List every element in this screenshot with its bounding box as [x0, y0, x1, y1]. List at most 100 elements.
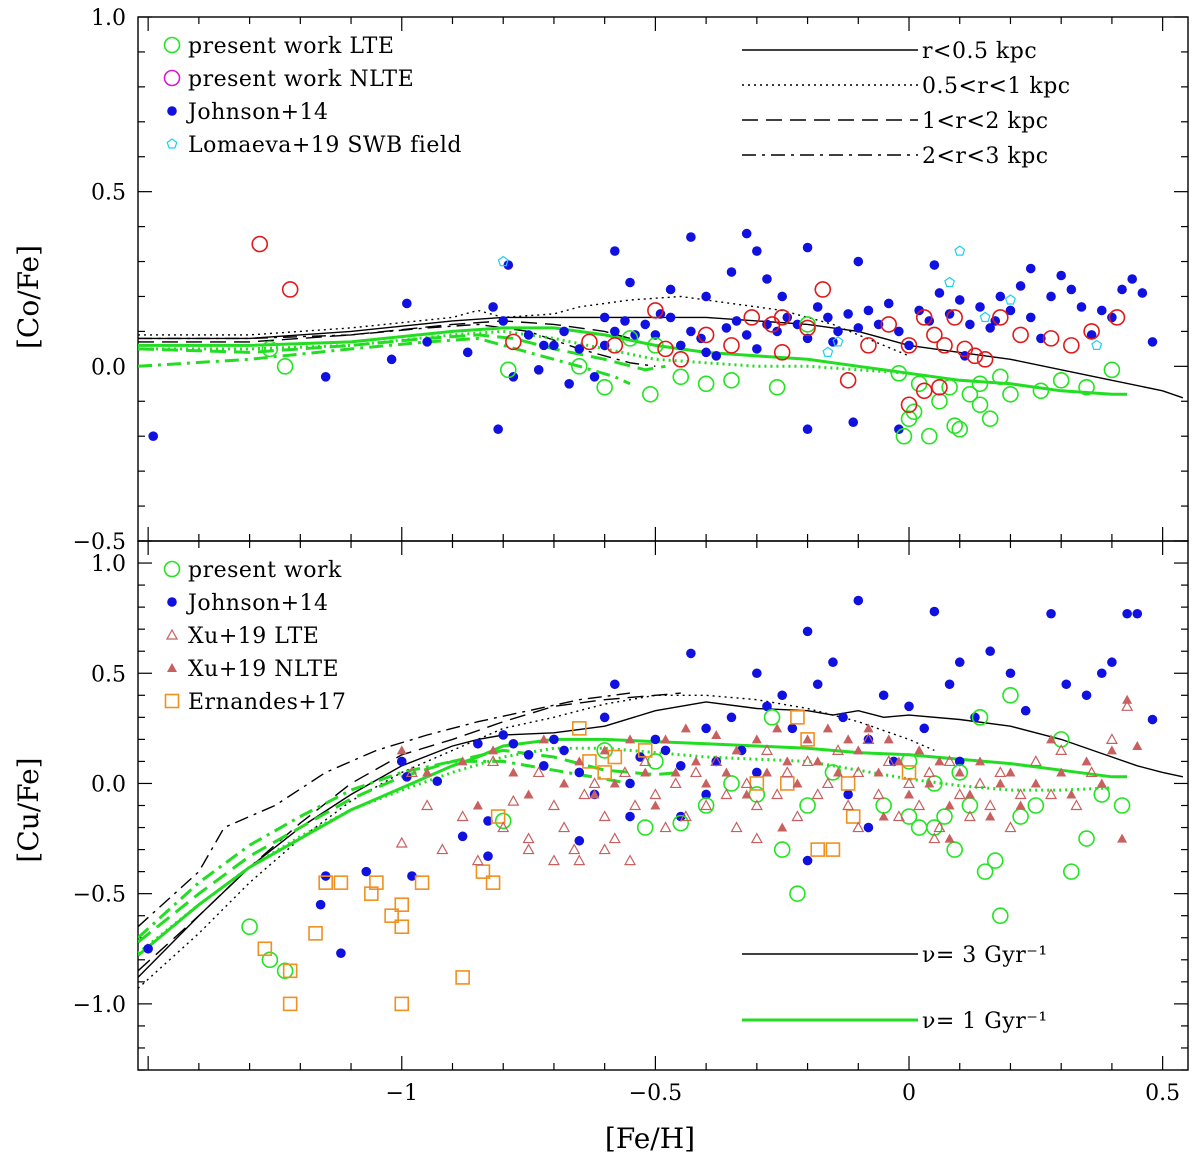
co-point-present-work-nlte [697, 326, 715, 344]
cu-model-line-black-solid [138, 701, 1184, 978]
cu-point-xu-19-lte [1105, 733, 1118, 744]
cu-point-xu-19-nlte [833, 767, 843, 777]
co-point-present-work-lte [723, 372, 740, 389]
cu-point-johnson-14 [701, 723, 711, 734]
cu-point-xu-19-nlte [472, 800, 483, 810]
cu-point-xu-19-lte [598, 810, 611, 822]
cu-point-ernandes-17 [364, 886, 379, 901]
cu-point-xu-19-lte [1121, 700, 1134, 711]
co-point-present-work-nlte [1012, 326, 1029, 344]
cu-point-ernandes-17 [790, 710, 805, 725]
cu-point-ernandes-17 [257, 941, 273, 957]
cu-point-xu-19-nlte [741, 789, 752, 799]
cu-model-line-green-solid [138, 737, 1128, 957]
cu-point-present-work [723, 775, 740, 792]
co-point-johnson-14 [620, 316, 630, 326]
cu-point-present-work [971, 709, 989, 726]
co-y-tick-label: 0.5 [91, 181, 126, 206]
co-point-johnson-14 [462, 347, 473, 358]
cu-point-johnson-14 [625, 811, 635, 822]
co-model-line-black-solid [138, 316, 1184, 399]
cu-point-xu-19-nlte [954, 767, 965, 777]
co-point-johnson-14 [965, 319, 975, 330]
cu-point-xu-19-nlte [822, 723, 833, 733]
co-point-johnson-14 [665, 284, 676, 295]
co-point-present-work-lte [1078, 378, 1095, 396]
cu-point-xu-19-lte [1014, 788, 1027, 800]
cu-point-xu-19-nlte [792, 778, 803, 788]
cu-point-xu-19-nlte [782, 756, 793, 766]
cu-point-present-work [992, 907, 1009, 925]
cu-legend-marker [167, 663, 177, 672]
co-legend-label: present work NLTE [188, 67, 414, 92]
co-point-johnson-14 [523, 330, 534, 340]
co-point-johnson-14 [574, 344, 585, 354]
cu-point-xu-19-lte [852, 766, 865, 778]
cu-point-ernandes-17 [414, 875, 430, 890]
cu-point-xu-19-nlte [711, 729, 722, 739]
cu-point-xu-19-lte [771, 788, 784, 800]
cu-point-xu-19-lte [547, 799, 560, 811]
cu-point-xu-19-lte [624, 854, 637, 866]
cu-point-johnson-14 [336, 948, 346, 958]
co-point-present-work-lte [1032, 382, 1050, 400]
cu-legend-label: present work [188, 558, 342, 583]
cu-point-xu-19-lte [913, 799, 926, 811]
co-point-johnson-14 [320, 372, 331, 382]
co-point-present-work-nlte [672, 351, 690, 368]
cu-point-present-work [276, 962, 294, 980]
co-point-johnson-14 [812, 302, 823, 312]
co-point-present-work-lte [992, 368, 1009, 386]
co-point-johnson-14 [1056, 270, 1066, 281]
cu-legend-label: Xu+19 NLTE [188, 657, 339, 682]
co-point-lomaeva-19-swb-field [832, 336, 844, 347]
co-point-present-work-nlte [936, 337, 953, 354]
cu-point-present-work [1078, 830, 1095, 847]
cu-y-tick-label: −0.5 [73, 883, 126, 908]
cu-point-present-work [789, 885, 806, 902]
cu-point-johnson-14 [508, 738, 519, 749]
co-point-johnson-14 [675, 340, 686, 351]
cu-fe-axis-title: [Cu/Fe] [12, 757, 45, 862]
cu-point-xu-19-lte [1004, 821, 1017, 833]
cu-point-xu-19-lte [395, 836, 408, 848]
cu-point-johnson-14 [752, 767, 762, 778]
cu-point-xu-19-lte [862, 733, 875, 744]
cu-y-tick-label: 1.0 [91, 552, 126, 577]
cu-point-ernandes-17 [282, 963, 298, 979]
cu-point-xu-19-lte [963, 810, 976, 822]
cu-point-xu-19-nlte [761, 767, 772, 777]
co-point-present-work-lte [1103, 361, 1121, 379]
cu-point-johnson-14 [625, 778, 635, 789]
cu-point-johnson-14 [1005, 668, 1016, 679]
co-point-johnson-14 [640, 319, 651, 330]
co-point-johnson-14 [402, 298, 412, 309]
cu-point-ernandes-17 [582, 754, 597, 769]
co-point-johnson-14 [701, 347, 711, 358]
cu-point-xu-19-lte [760, 744, 774, 755]
cu-point-johnson-14 [802, 626, 813, 637]
cu-point-xu-19-lte [781, 766, 794, 778]
co-point-present-work-nlte [799, 319, 816, 337]
cu-point-johnson-14 [1132, 608, 1143, 619]
co-point-present-work-nlte [900, 337, 918, 354]
co-point-johnson-14 [721, 323, 732, 333]
cu-point-xu-19-lte [994, 766, 1007, 778]
cu-point-xu-19-lte [928, 832, 941, 844]
cu-point-xu-19-nlte [995, 778, 1006, 788]
cu-point-present-work [1063, 863, 1080, 880]
co-point-johnson-14 [848, 417, 859, 428]
cu-legend-marker [167, 597, 177, 607]
cu-point-present-work [1012, 808, 1029, 825]
co-point-present-work-nlte [657, 340, 674, 358]
cu-point-xu-19-lte [923, 766, 936, 778]
cu-legend-marker [165, 628, 179, 640]
co-point-present-work-lte [921, 427, 938, 445]
co-legend-marker [163, 69, 181, 87]
cu-point-xu-19-lte [639, 755, 652, 767]
fe-h-axis-title: [Fe/H] [605, 1122, 695, 1155]
cu-point-xu-19-nlte [751, 734, 762, 744]
co-point-johnson-14 [752, 344, 762, 354]
co-point-present-work-lte [931, 392, 948, 410]
